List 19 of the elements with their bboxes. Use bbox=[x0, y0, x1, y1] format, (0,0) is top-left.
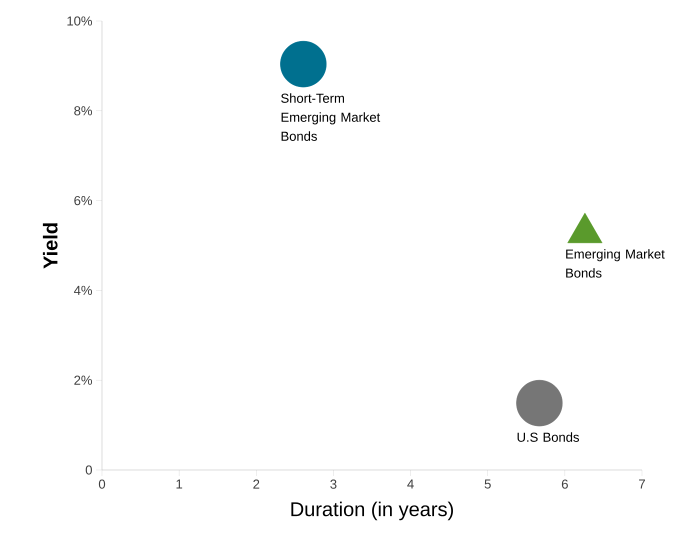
x-tick-label: 7 bbox=[639, 480, 645, 488]
y-tick-label: 8% bbox=[74, 106, 92, 116]
x-tick-label: 6 bbox=[562, 480, 568, 489]
y-tick-label: 0 bbox=[86, 465, 92, 475]
series-label: U.S Bonds bbox=[518, 432, 579, 442]
x-tick-label: 5 bbox=[484, 480, 491, 489]
y-tick-label: 2% bbox=[74, 376, 92, 385]
x-tick-label: 0 bbox=[98, 480, 106, 489]
y-axis-title: Yield bbox=[42, 223, 58, 269]
y-tick-label: 4% bbox=[74, 286, 92, 295]
y-tick-label: 6% bbox=[74, 196, 92, 206]
x-tick-label: 2 bbox=[253, 480, 260, 489]
x-tick-label: 1 bbox=[176, 480, 182, 488]
series-label: Short-Term Emerging Market Bonds bbox=[281, 93, 380, 141]
series-label: Emerging Market Bonds bbox=[566, 249, 665, 278]
y-tick-label: 10% bbox=[67, 16, 92, 26]
x-tick-label: 4 bbox=[407, 480, 414, 488]
x-axis-title: Duration (in years) bbox=[291, 502, 453, 520]
x-tick-label: 3 bbox=[330, 480, 336, 489]
